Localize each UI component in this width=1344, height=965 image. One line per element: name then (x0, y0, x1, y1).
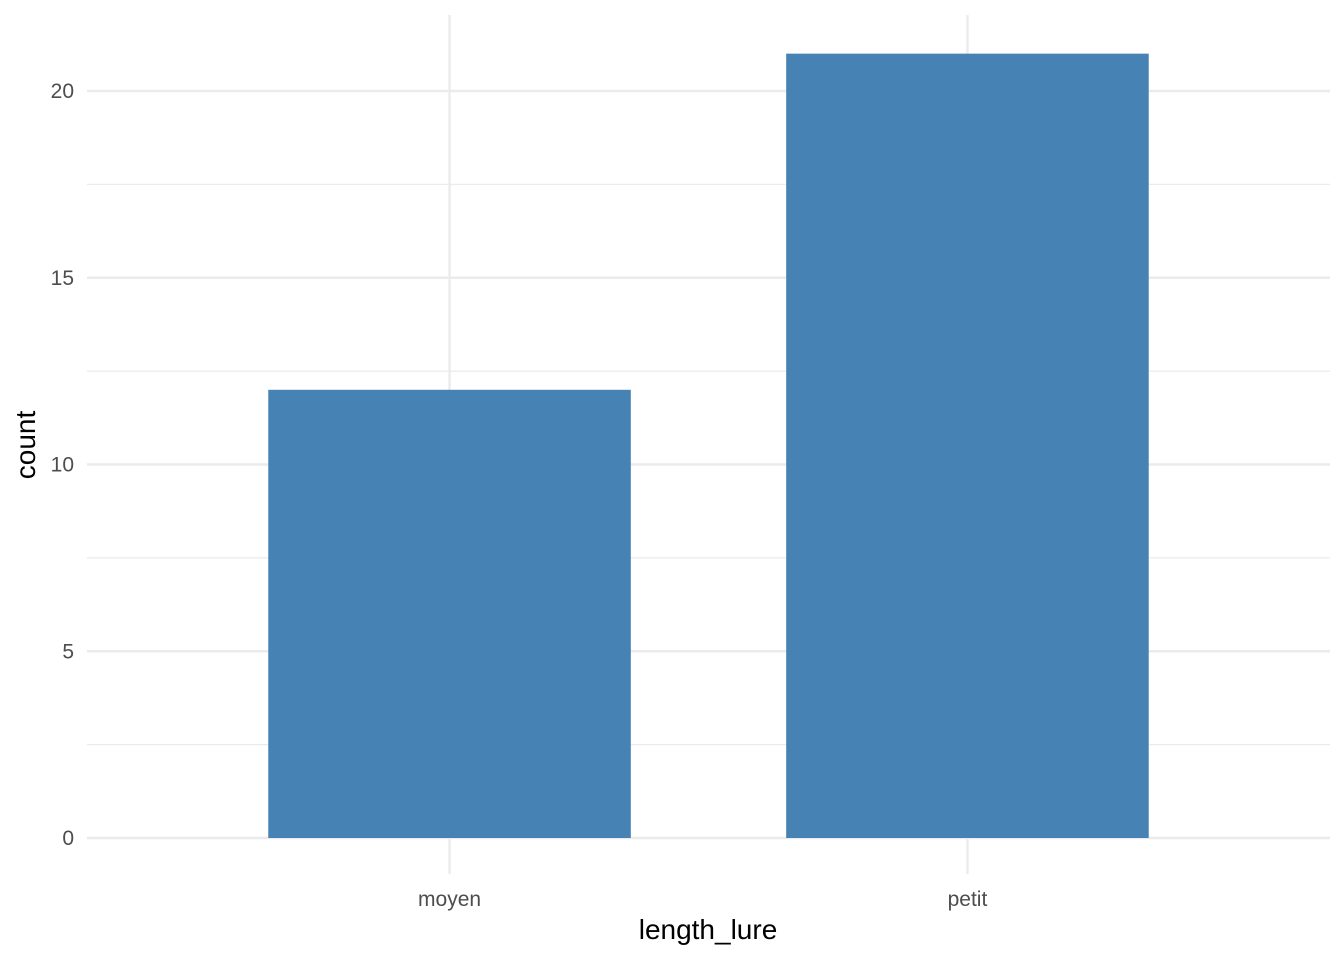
y-tick-label: 15 (51, 267, 74, 290)
y-axis-title: count (10, 411, 41, 480)
y-tick-label: 5 (62, 640, 74, 663)
bar-petit (786, 53, 1149, 838)
y-tick-label: 20 (51, 80, 74, 103)
bar-moyen (268, 389, 631, 838)
x-tick-label: moyen (418, 888, 481, 911)
x-axis-title: length_lure (639, 914, 778, 945)
tick-layer: 0 5 10 15 20 moyen petit (51, 80, 988, 911)
bar-layer (268, 53, 1149, 838)
y-tick-label: 10 (51, 454, 74, 477)
x-tick-label: petit (948, 888, 988, 911)
y-tick-label: 0 (62, 827, 74, 850)
